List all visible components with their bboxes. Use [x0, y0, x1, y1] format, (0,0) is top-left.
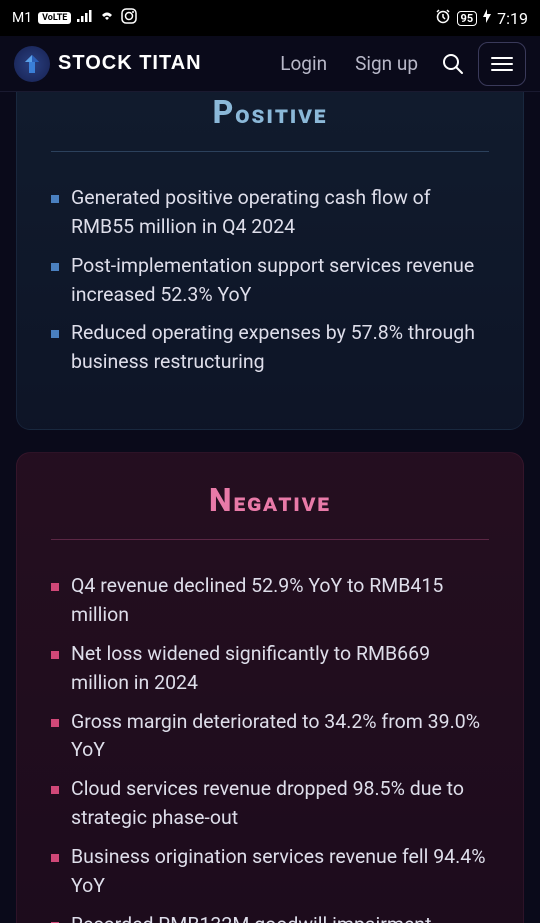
hamburger-icon — [491, 56, 513, 72]
carrier-label: M1 — [12, 10, 32, 26]
list-item: Q4 revenue declined 52.9% YoY to RMB415 … — [51, 572, 489, 630]
list-item: Gross margin deteriorated to 34.2% from … — [51, 708, 489, 766]
signal-icon — [77, 10, 93, 26]
content-area[interactable]: Positive Generated positive operating ca… — [0, 92, 540, 923]
menu-button[interactable] — [478, 42, 526, 86]
list-item: Net loss widened significantly to RMB669… — [51, 640, 489, 698]
brand-logo[interactable]: STOCK TITAN — [14, 46, 262, 82]
negative-title: Negative — [51, 481, 489, 519]
alarm-icon — [435, 8, 451, 28]
search-button[interactable] — [436, 47, 470, 81]
instagram-icon — [121, 8, 137, 28]
status-left: M1 VoLTE — [12, 8, 137, 28]
charging-icon — [483, 9, 491, 27]
list-item: Generated positive operating cash flow o… — [51, 184, 489, 242]
positive-title: Positive — [51, 93, 489, 131]
list-item: Business origination services revenue fe… — [51, 843, 489, 901]
positive-card: Positive Generated positive operating ca… — [16, 92, 524, 430]
brand-name: STOCK TITAN — [58, 52, 202, 75]
list-item: Reduced operating expenses by 57.8% thro… — [51, 319, 489, 377]
status-bar: M1 VoLTE 95 7:19 — [0, 0, 540, 36]
divider — [51, 539, 489, 540]
signup-link[interactable]: Sign up — [345, 52, 428, 75]
search-icon — [442, 53, 464, 75]
nav-bar: STOCK TITAN Login Sign up — [0, 36, 540, 92]
volte-badge: VoLTE — [38, 12, 71, 24]
list-item: Post-implementation support services rev… — [51, 252, 489, 310]
list-item: Cloud services revenue dropped 98.5% due… — [51, 775, 489, 833]
positive-list: Generated positive operating cash flow o… — [51, 184, 489, 377]
logo-icon — [14, 46, 50, 82]
time-label: 7:19 — [497, 9, 528, 28]
wifi-icon — [99, 10, 115, 26]
login-link[interactable]: Login — [270, 52, 337, 75]
negative-card: Negative Q4 revenue declined 52.9% YoY t… — [16, 452, 524, 923]
list-item: Recorded RMB132M goodwill impairment — [51, 911, 489, 923]
status-right: 95 7:19 — [435, 8, 528, 28]
divider — [51, 151, 489, 152]
negative-list: Q4 revenue declined 52.9% YoY to RMB415 … — [51, 572, 489, 923]
battery-badge: 95 — [457, 11, 478, 26]
